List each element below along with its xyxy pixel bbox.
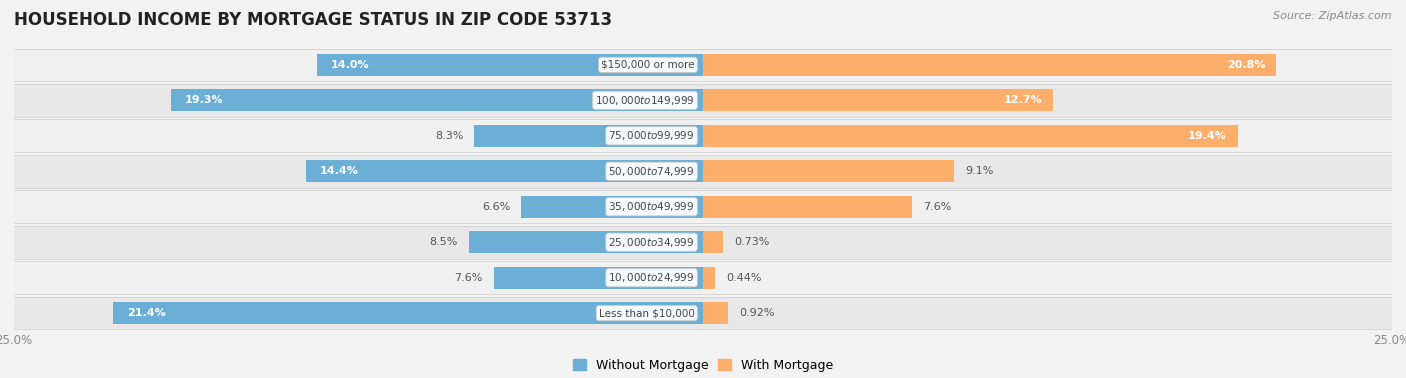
Text: 0.73%: 0.73%: [734, 237, 769, 247]
Bar: [703, 54, 1277, 76]
Bar: [307, 160, 703, 182]
Bar: [14, 84, 703, 117]
Bar: [703, 84, 1392, 117]
Text: 19.4%: 19.4%: [1188, 131, 1226, 141]
Text: $150,000 or more: $150,000 or more: [602, 60, 695, 70]
Text: 12.7%: 12.7%: [1004, 95, 1042, 105]
Bar: [703, 119, 1392, 152]
Bar: [172, 89, 703, 112]
Text: 9.1%: 9.1%: [965, 166, 993, 176]
Text: HOUSEHOLD INCOME BY MORTGAGE STATUS IN ZIP CODE 53713: HOUSEHOLD INCOME BY MORTGAGE STATUS IN Z…: [14, 11, 612, 29]
Bar: [468, 231, 703, 253]
Bar: [494, 266, 703, 289]
Bar: [703, 48, 1392, 81]
Bar: [14, 226, 703, 259]
Bar: [14, 297, 703, 330]
Text: 7.6%: 7.6%: [454, 273, 482, 283]
Text: $10,000 to $24,999: $10,000 to $24,999: [609, 271, 695, 284]
Text: 14.4%: 14.4%: [321, 166, 359, 176]
Bar: [703, 160, 953, 182]
Text: $75,000 to $99,999: $75,000 to $99,999: [609, 129, 695, 142]
Bar: [14, 191, 703, 223]
Text: 8.5%: 8.5%: [429, 237, 458, 247]
Text: 19.3%: 19.3%: [186, 95, 224, 105]
Text: 21.4%: 21.4%: [127, 308, 166, 318]
Bar: [318, 54, 703, 76]
Text: 20.8%: 20.8%: [1226, 60, 1265, 70]
Text: Source: ZipAtlas.com: Source: ZipAtlas.com: [1274, 11, 1392, 21]
Text: $50,000 to $74,999: $50,000 to $74,999: [609, 165, 695, 178]
Text: $35,000 to $49,999: $35,000 to $49,999: [609, 200, 695, 213]
Bar: [703, 226, 1392, 259]
Bar: [522, 196, 703, 218]
Text: $100,000 to $149,999: $100,000 to $149,999: [595, 94, 695, 107]
Text: 6.6%: 6.6%: [482, 202, 510, 212]
Text: $25,000 to $34,999: $25,000 to $34,999: [609, 236, 695, 249]
Text: 7.6%: 7.6%: [924, 202, 952, 212]
Bar: [703, 89, 1053, 112]
Bar: [703, 125, 1237, 147]
Bar: [703, 231, 723, 253]
Text: 8.3%: 8.3%: [434, 131, 463, 141]
Legend: Without Mortgage, With Mortgage: Without Mortgage, With Mortgage: [574, 359, 832, 372]
Bar: [703, 191, 1392, 223]
Text: Less than $10,000: Less than $10,000: [599, 308, 695, 318]
Bar: [14, 261, 703, 294]
Bar: [474, 125, 703, 147]
Bar: [703, 196, 912, 218]
Text: 0.92%: 0.92%: [740, 308, 775, 318]
Bar: [14, 155, 703, 187]
Bar: [703, 297, 1392, 330]
Bar: [703, 266, 716, 289]
Text: 0.44%: 0.44%: [725, 273, 762, 283]
Text: 14.0%: 14.0%: [330, 60, 370, 70]
Bar: [14, 48, 703, 81]
Bar: [14, 119, 703, 152]
Bar: [703, 302, 728, 324]
Bar: [114, 302, 703, 324]
Bar: [703, 261, 1392, 294]
Bar: [703, 155, 1392, 187]
